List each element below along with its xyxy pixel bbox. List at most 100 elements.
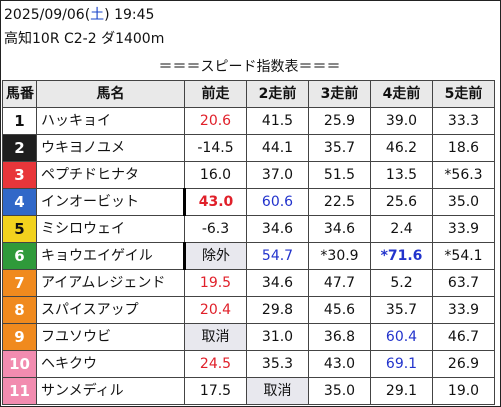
speed-3back: 22.5 — [308, 188, 371, 216]
table-row: 2 ウキヨノユメ -14.5 44.1 35.7 46.2 18.6 — [2, 134, 495, 162]
speed-2back: 34.6 — [246, 215, 309, 243]
speed-5back: 33.3 — [432, 107, 495, 135]
horse-name: インオービット — [36, 188, 185, 216]
horse-number: 3 — [2, 161, 37, 189]
header-row: 馬番 馬名 前走 2走前 3走前 4走前 5走前 — [2, 80, 495, 108]
speed-4back: 25.6 — [370, 188, 433, 216]
speed-3back: 45.6 — [308, 296, 371, 324]
speed-4back: 60.4 — [370, 323, 433, 351]
race-time: 19:45 — [114, 7, 155, 23]
speed-4back: 35.7 — [370, 296, 433, 324]
horse-name: アイアムレジェンド — [36, 269, 185, 297]
speed-4back: 69.1 — [370, 350, 433, 378]
race-info: 高知10R C2-2 ダ1400m — [4, 31, 165, 47]
speed-5back: 18.6 — [432, 134, 495, 162]
col-header-5back: 5走前 — [432, 80, 495, 108]
horse-name: ミシロウェイ — [36, 215, 185, 243]
speed-2back: 29.8 — [246, 296, 309, 324]
speed-last: 43.0 — [183, 188, 247, 216]
speed-3back: 35.7 — [308, 134, 371, 162]
horse-name: サンメディル — [36, 377, 185, 405]
speed-2back: 54.7 — [246, 242, 309, 270]
speed-5back: *54.1 — [432, 242, 495, 270]
table-row: 8 スパイスアップ 20.4 29.8 45.6 35.7 33.9 — [2, 296, 495, 324]
speed-2back: 41.5 — [246, 107, 309, 135]
dow-close: ) — [104, 7, 110, 23]
table-row: 5 ミシロウェイ -6.3 34.6 34.6 2.4 33.9 — [2, 215, 495, 243]
speed-2back: 44.1 — [246, 134, 309, 162]
table-row: 11 サンメディル 17.5 取消 35.0 29.1 19.0 — [2, 377, 495, 405]
speed-4back: 5.2 — [370, 269, 433, 297]
table-row: 4 インオービット 43.0 60.6 22.5 25.6 35.0 — [2, 188, 495, 216]
speed-last: 16.0 — [184, 161, 247, 189]
horse-number: 8 — [2, 296, 37, 324]
speed-3back: 36.8 — [308, 323, 371, 351]
horse-name: ヘキクウ — [36, 350, 185, 378]
horse-number: 1 — [2, 107, 37, 135]
table-row: 6 キョウエイゲイル 除外 54.7 *30.9 *71.6 *54.1 — [2, 242, 495, 270]
speed-3back: 35.0 — [308, 377, 371, 405]
speed-last: 除外 — [183, 242, 247, 270]
dow-open: ( — [84, 7, 91, 23]
speed-5back: 26.9 — [432, 350, 495, 378]
horse-number: 10 — [2, 350, 37, 378]
horse-name: ハッキョイ — [36, 107, 185, 135]
horse-number: 7 — [2, 269, 37, 297]
speed-5back: 63.7 — [432, 269, 495, 297]
col-header-name: 馬名 — [36, 80, 185, 108]
speed-2back: 34.6 — [246, 269, 309, 297]
speed-last: 19.5 — [184, 269, 247, 297]
horse-number: 11 — [2, 377, 37, 405]
speed-3back: 47.7 — [308, 269, 371, 297]
speed-index-table: 馬番 馬名 前走 2走前 3走前 4走前 5走前 1 ハッキョイ 20.6 41… — [2, 80, 495, 405]
col-header-number: 馬番 — [2, 80, 37, 108]
speed-4back: 13.5 — [370, 161, 433, 189]
speed-last: -6.3 — [184, 215, 247, 243]
speed-3back: 51.5 — [308, 161, 371, 189]
horse-number: 4 — [2, 188, 37, 216]
speed-4back: 29.1 — [370, 377, 433, 405]
speed-5back: 46.7 — [432, 323, 495, 351]
speed-5back: 33.9 — [432, 296, 495, 324]
speed-5back: 19.0 — [432, 377, 495, 405]
speed-5back: *56.3 — [432, 161, 495, 189]
speed-4back: 2.4 — [370, 215, 433, 243]
col-header-3back: 3走前 — [308, 80, 371, 108]
speed-3back: *30.9 — [308, 242, 371, 270]
table-row: 3 ペプチドヒナタ 16.0 37.0 51.5 13.5 *56.3 — [2, 161, 495, 189]
horse-number: 6 — [2, 242, 37, 270]
speed-5back: 33.9 — [432, 215, 495, 243]
race-date: 2025/09/06 — [4, 7, 85, 23]
horse-number: 2 — [2, 134, 37, 162]
speed-4back: 39.0 — [370, 107, 433, 135]
speed-5back: 35.0 — [432, 188, 495, 216]
table-title: ＝＝＝スピード指数表＝＝＝ — [158, 59, 341, 75]
horse-number: 5 — [2, 215, 37, 243]
speed-last: 17.5 — [184, 377, 247, 405]
race-datetime: 2025/09/06(土) 19:45 — [4, 6, 154, 24]
speed-last: -14.5 — [184, 134, 247, 162]
speed-last: 20.6 — [184, 107, 247, 135]
speed-2back: 31.0 — [246, 323, 309, 351]
horse-name: ペプチドヒナタ — [36, 161, 185, 189]
horse-number: 9 — [2, 323, 37, 351]
horse-name: フユソウビ — [36, 323, 185, 351]
speed-4back: *71.6 — [370, 242, 433, 270]
table-row: 10 ヘキクウ 24.5 35.3 43.0 69.1 26.9 — [2, 350, 495, 378]
speed-2back: 取消 — [246, 377, 309, 405]
speed-last: 20.4 — [184, 296, 247, 324]
speed-3back: 34.6 — [308, 215, 371, 243]
horse-name: ウキヨノユメ — [36, 134, 185, 162]
speed-4back: 46.2 — [370, 134, 433, 162]
speed-2back: 60.6 — [246, 188, 309, 216]
speed-3back: 43.0 — [308, 350, 371, 378]
speed-last: 取消 — [184, 323, 247, 351]
table-row: 1 ハッキョイ 20.6 41.5 25.9 39.0 33.3 — [2, 107, 495, 135]
horse-name: キョウエイゲイル — [36, 242, 185, 270]
col-header-4back: 4走前 — [370, 80, 433, 108]
table-row: 7 アイアムレジェンド 19.5 34.6 47.7 5.2 63.7 — [2, 269, 495, 297]
speed-2back: 37.0 — [246, 161, 309, 189]
speed-last: 24.5 — [184, 350, 247, 378]
col-header-last: 前走 — [184, 80, 247, 108]
speed-2back: 35.3 — [246, 350, 309, 378]
